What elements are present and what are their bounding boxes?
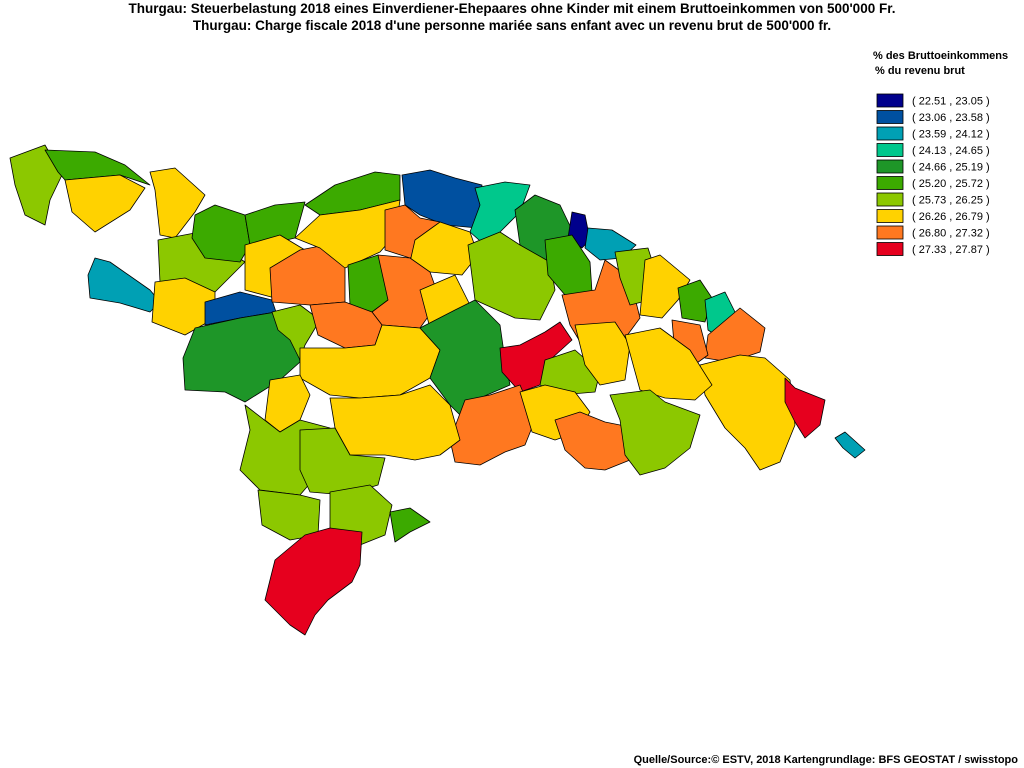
municipality (699, 354, 796, 471)
legend-title-fr: % du revenu brut (875, 65, 965, 77)
legend-label: ( 26.26 , 26.79 ) (912, 211, 990, 223)
municipality (257, 489, 321, 541)
legend-label: ( 22.51 , 23.05 ) (912, 96, 990, 108)
legend-swatch (876, 126, 904, 141)
municipality (834, 431, 866, 459)
municipality (467, 231, 556, 321)
legend-swatch (876, 159, 904, 174)
municipality (269, 244, 346, 306)
legend-label: ( 25.20 , 25.72 ) (912, 178, 990, 190)
legend-label: ( 23.06 , 23.58 ) (912, 112, 990, 124)
municipality (299, 427, 386, 496)
legend-swatch (876, 242, 904, 256)
municipality (64, 174, 146, 233)
legend-label: ( 27.33 , 27.87 ) (912, 244, 990, 256)
municipality (44, 149, 151, 186)
legend-swatch (876, 110, 904, 124)
municipality (87, 257, 161, 313)
legend-swatch (876, 93, 904, 108)
legend-label: ( 24.13 , 24.65 ) (912, 145, 990, 157)
legend-label: ( 26.80 , 27.32 ) (912, 228, 990, 240)
legend: ( 22.51 , 23.05 ) ( 23.06 , 23.58 ) ( 23.5… (876, 93, 990, 256)
municipality (264, 527, 363, 636)
legend-label: ( 24.66 , 25.19 ) (912, 162, 990, 174)
municipality (419, 299, 511, 426)
legend-swatch (876, 225, 904, 240)
title-fr: Thurgau: Charge fiscale 2018 d'une perso… (193, 18, 831, 33)
municipality (609, 389, 701, 476)
municipality (574, 321, 631, 386)
legend-swatch (876, 143, 904, 157)
municipality (784, 377, 826, 439)
municipality (499, 321, 573, 393)
municipality (149, 167, 206, 239)
municipalities (9, 144, 866, 636)
legend-label: ( 23.59 , 24.12 ) (912, 129, 990, 141)
legend-label: ( 25.73 , 26.25 ) (912, 195, 990, 207)
municipality (639, 254, 691, 319)
legend-swatch (876, 209, 904, 223)
legend-swatch (876, 192, 904, 207)
title-de: Thurgau: Steuerbelastung 2018 eines Einv… (129, 1, 896, 16)
legend-title-de: % des Bruttoeinkommens (873, 50, 1008, 62)
municipality (704, 307, 766, 363)
source: Quelle/Source:© ESTV, 2018 Kartengrundla… (634, 754, 1019, 766)
municipality (449, 384, 536, 466)
municipality (389, 507, 431, 543)
legend-swatch (876, 176, 904, 190)
